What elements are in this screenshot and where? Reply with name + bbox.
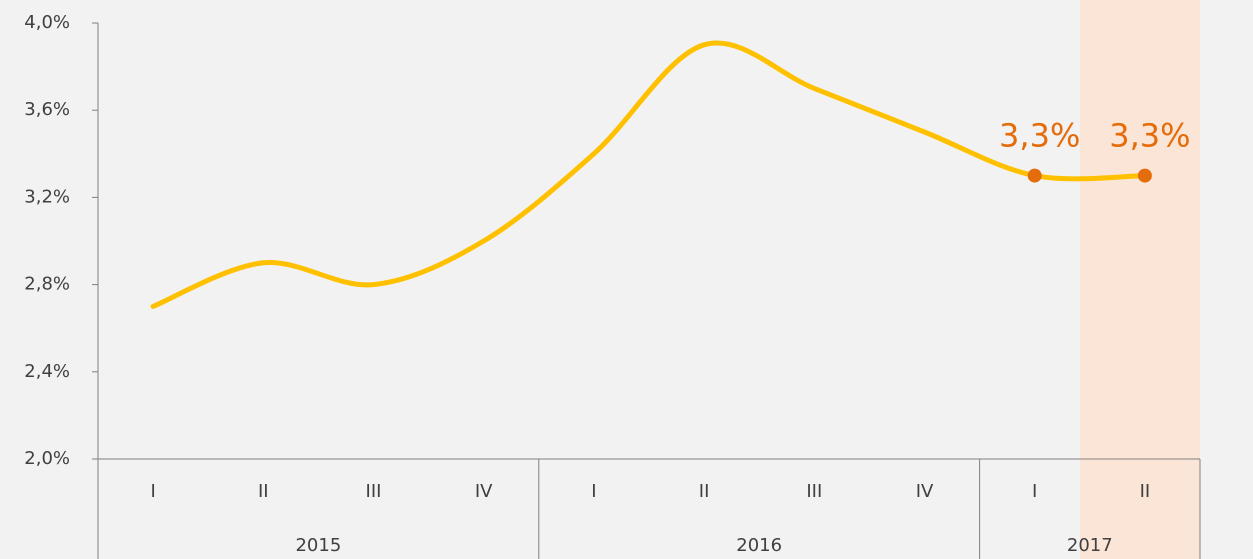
group-label: 2015 [295,535,341,556]
y-tick-label: 3,6% [24,99,70,120]
x-tick-label: III [366,481,382,502]
marker [1027,168,1042,183]
y-tick-label: 4,0% [24,12,70,33]
x-tick-label: IV [475,481,493,502]
y-tick-label: 2,4% [24,361,70,382]
y-tick-label: 3,2% [24,186,70,207]
x-tick-label: I [1032,481,1037,502]
group-label: 2017 [1067,535,1113,556]
y-tick-label: 2,0% [24,448,70,469]
x-tick-label: II [258,481,269,502]
x-tick-label: II [1140,481,1151,502]
marker [1137,168,1152,183]
x-tick-label: I [150,481,155,502]
group-label: 2016 [736,535,782,556]
y-tick-label: 2,8% [24,274,70,295]
x-tick-label: III [806,481,822,502]
value-label: 3,3% [1109,117,1190,155]
value-label: 3,3% [999,117,1080,155]
x-tick-label: II [699,481,710,502]
x-tick-label: IV [916,481,934,502]
line [150,40,1148,309]
x-tick-label: I [591,481,596,502]
highlight-band [1079,0,1200,559]
